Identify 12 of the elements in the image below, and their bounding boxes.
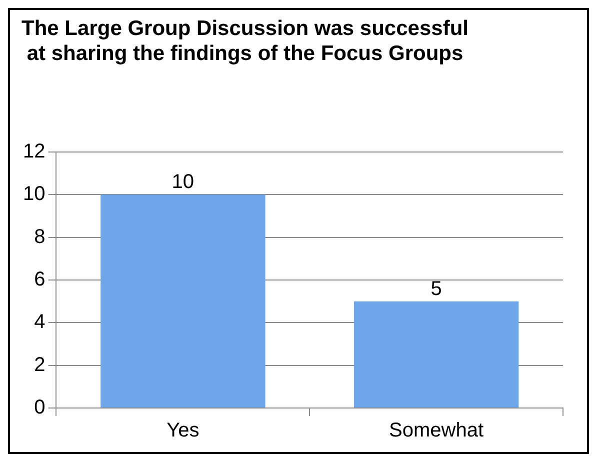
y-tick-label: 10 [22,183,46,206]
y-tick-label: 2 [34,354,46,376]
data-label: 10 [172,171,194,194]
x-tick-label: Somewhat [389,420,484,442]
chart-title: The Large Group Discussion was successful at sharing the findings of the Focus Groups [20,16,470,66]
y-tick-label: 4 [34,311,46,334]
data-label: 5 [430,278,442,300]
y-tick-label: 6 [34,268,46,291]
x-tick-label: Yes [166,420,200,442]
y-tick-label: 12 [22,140,46,163]
y-tick-label: 0 [34,396,46,419]
y-tick-label: 8 [34,226,46,248]
